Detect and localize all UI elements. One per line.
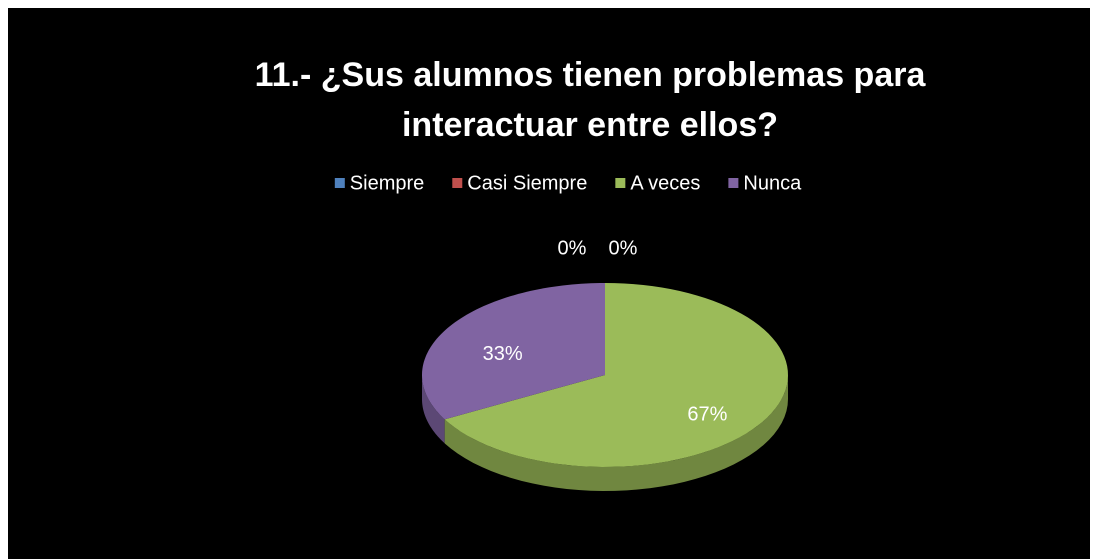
legend-label: Casi Siempre [467,172,587,194]
data-label: 0% [609,237,638,259]
legend-swatch [452,178,463,188]
pie-slice [422,283,605,420]
legend-swatch [334,178,345,188]
legend-label: Nunca [743,172,802,194]
data-label: 0% [558,237,587,259]
pie-slice [444,283,788,467]
legend-label: A veces [630,172,700,194]
data-label: 33% [483,343,523,365]
data-label: 67% [687,404,727,426]
chart-title: 11.- ¿Sus alumnos tienen problemas para … [254,56,926,144]
pie-side [422,375,445,444]
legend-swatch [728,178,739,188]
legend-label: Siempre [350,172,424,194]
pie-side [444,375,788,491]
legend-swatch [615,178,626,188]
